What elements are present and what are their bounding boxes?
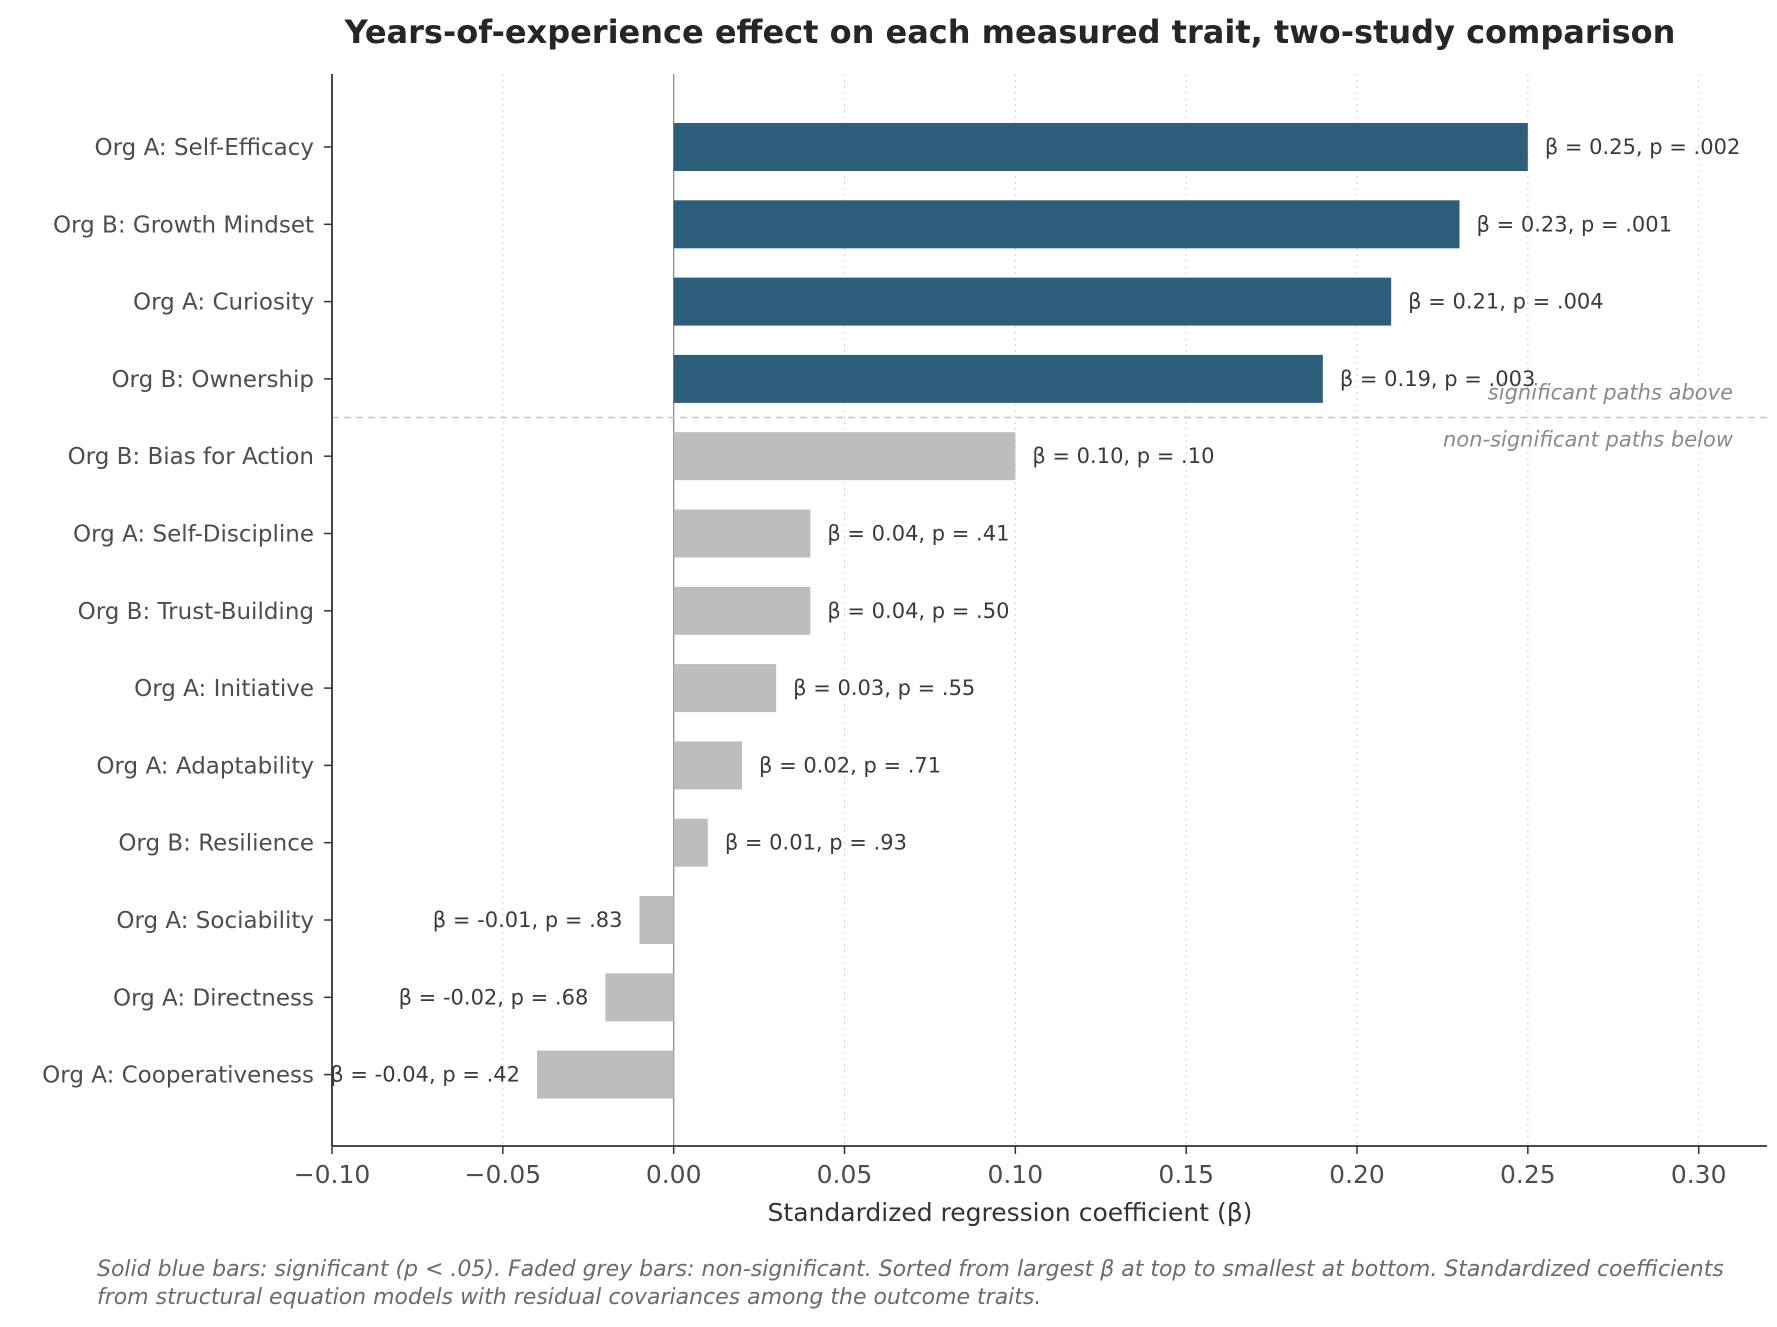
x-tick-label: −0.05 xyxy=(465,1160,542,1189)
bar xyxy=(673,741,742,790)
data-label: β = 0.23, p = .001 xyxy=(1477,212,1673,236)
x-tick-label: −0.10 xyxy=(294,1160,371,1189)
category-label: Org B: Trust-Building xyxy=(78,599,314,625)
bar xyxy=(673,432,1016,481)
axes xyxy=(324,74,1767,1154)
bar xyxy=(673,123,1528,171)
divider-note-below: non-significant paths below xyxy=(1443,428,1734,452)
x-axis-label: Standardized regression coefficient (β) xyxy=(768,1198,1253,1227)
bars xyxy=(537,123,1528,1099)
data-label: β = 0.19, p = .003 xyxy=(1340,367,1536,391)
category-label: Org B: Resilience xyxy=(118,831,314,857)
bar xyxy=(673,354,1323,403)
x-tick-label: 0.20 xyxy=(1329,1160,1385,1189)
category-label: Org A: Curiosity xyxy=(133,290,314,316)
x-tick-label: 0.00 xyxy=(646,1160,702,1189)
bar xyxy=(673,509,811,558)
footnote: Solid blue bars: significant (p < .05). … xyxy=(97,1257,1724,1310)
category-label: Org B: Growth Mindset xyxy=(53,212,314,238)
bar xyxy=(605,973,674,1022)
category-label: Org A: Self-Discipline xyxy=(73,522,314,548)
divider-note-above: significant paths above xyxy=(1488,381,1733,405)
x-tick-label: 0.10 xyxy=(987,1160,1043,1189)
data-label: β = -0.02, p = .68 xyxy=(399,985,589,1009)
x-tick-label: 0.15 xyxy=(1158,1160,1214,1189)
data-label: β = 0.02, p = .71 xyxy=(759,753,941,777)
bar xyxy=(673,200,1460,249)
bar xyxy=(673,277,1392,326)
x-tick-label: 0.25 xyxy=(1500,1160,1556,1189)
data-label: β = -0.01, p = .83 xyxy=(433,908,623,932)
chart-title: Years-of-experience effect on each measu… xyxy=(344,13,1676,51)
category-label: Org A: Cooperativeness xyxy=(42,1063,314,1089)
data-label: β = 0.25, p = .002 xyxy=(1545,135,1741,159)
bar xyxy=(673,818,708,867)
data-label: β = 0.04, p = .50 xyxy=(827,599,1009,623)
bar xyxy=(537,1050,674,1099)
data-label: β = 0.01, p = .93 xyxy=(725,831,907,855)
labels: β = 0.25, p = .002 Org A: Self-Efficacy β … xyxy=(42,135,1740,1189)
category-label: Org A: Self-Efficacy xyxy=(95,135,315,161)
data-label: β = 0.04, p = .41 xyxy=(827,522,1009,546)
category-label: Org A: Directness xyxy=(113,985,314,1011)
bar xyxy=(673,664,777,713)
category-label: Org A: Sociability xyxy=(116,908,314,934)
category-label: Org A: Initiative xyxy=(134,676,314,702)
data-label: β = -0.04, p = .42 xyxy=(330,1063,520,1087)
category-label: Org B: Bias for Action xyxy=(68,444,314,470)
bar xyxy=(639,896,674,944)
data-label: β = 0.10, p = .10 xyxy=(1032,444,1214,468)
data-label: β = 0.03, p = .55 xyxy=(793,676,975,700)
category-label: Org A: Adaptability xyxy=(96,753,314,779)
bar xyxy=(673,586,811,635)
data-label: β = 0.21, p = .004 xyxy=(1408,290,1604,314)
x-tick-label: 0.05 xyxy=(817,1160,873,1189)
x-tick-label: 0.30 xyxy=(1671,1160,1727,1189)
category-label: Org B: Ownership xyxy=(111,367,314,393)
